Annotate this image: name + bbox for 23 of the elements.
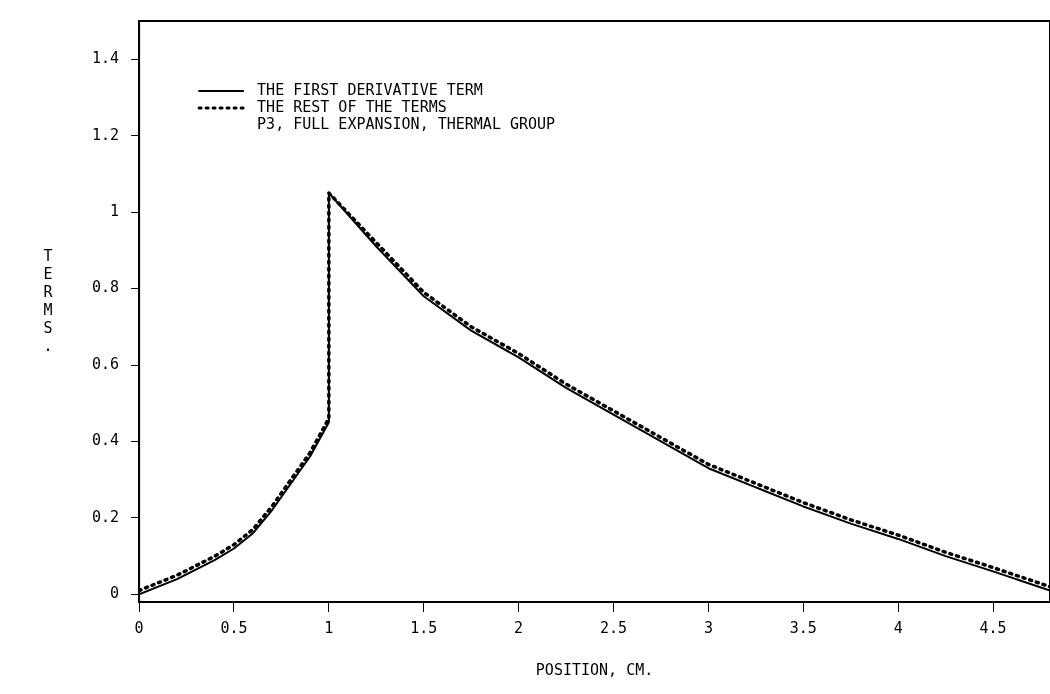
y-tick-label: 1.4 [92,49,120,68]
x-tick-label: 2.5 [599,618,628,637]
x-tick-label: 2 [514,618,524,637]
y-tick-label: 0.6 [92,354,120,373]
x-tick-label: 0 [134,618,144,637]
x-tick-label: 0.5 [220,618,248,637]
y-tick-label: 0.4 [92,431,120,450]
annotation: P3, FULL EXPANSION, THERMAL GROUP [257,114,556,133]
legend-label: THE FIRST DERIVATIVE TERM [257,80,483,99]
y-tick-label: 0 [110,584,120,603]
x-tick-label: 4.5 [979,618,1007,637]
y-tick-label: 0.8 [92,278,120,297]
y-tick-label: 1.2 [92,125,120,144]
y-tick-label: 0.2 [92,507,120,526]
x-tick-label: 1 [324,618,334,637]
x-tick-label: 3.5 [789,618,817,637]
x-tick-label: 4 [893,618,903,637]
y-tick-label: 1 [110,202,120,221]
x-tick-label: 3 [703,618,713,637]
x-axis-title: POSITION, CM. [535,660,654,679]
legend-label: THE REST OF THE TERMS [257,97,447,116]
y-axis-title: TERMS. [43,247,54,356]
x-tick-label: 1.5 [410,618,438,637]
